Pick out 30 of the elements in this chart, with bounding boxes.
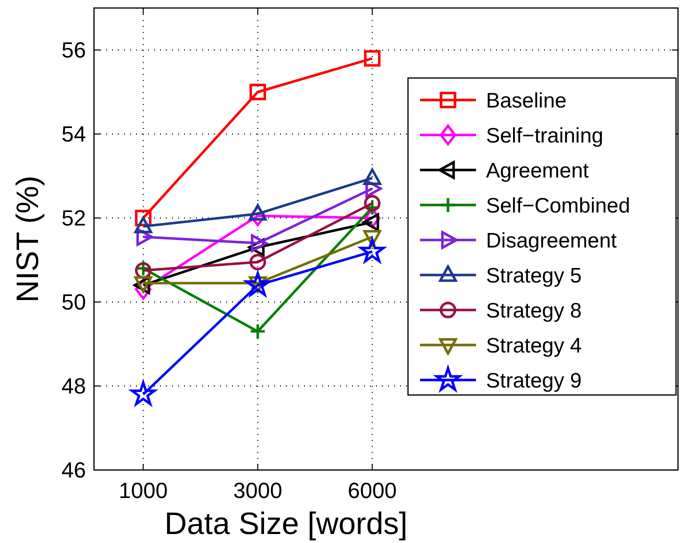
x-tick-label: 1000 [118,478,168,503]
point [250,254,266,270]
legend-label: Strategy 8 [486,299,582,322]
point [250,84,266,100]
y-tick-label: 50 [62,290,86,315]
y-axis-title: NIST (%) [10,176,45,302]
legend-label: Self−Combined [486,194,630,218]
y-tick-label: 56 [62,38,86,63]
point [248,204,267,221]
legend-label: Baseline [486,89,567,112]
point [362,213,380,232]
x-axis-title: Data Size [words] [164,506,408,541]
legend-label: Self−training [486,124,604,148]
point [363,168,382,185]
legend-label: Strategy 4 [486,334,582,358]
x-tick-label: 6000 [348,478,397,503]
point [364,195,381,212]
y-tick-label: 46 [62,458,86,483]
x-tick-label: 3000 [233,478,282,503]
y-tick-label: 52 [62,206,86,231]
point [364,50,381,67]
legend-label: Agreement [486,159,589,182]
point [250,323,266,340]
point [134,216,152,234]
y-tick-label: 48 [62,374,86,399]
legend-label: Strategy 9 [486,369,582,392]
legend-label: Strategy 5 [486,264,582,288]
point [250,234,268,252]
y-tick-label: 54 [62,122,86,147]
legend-label: Disagreement [486,229,617,252]
